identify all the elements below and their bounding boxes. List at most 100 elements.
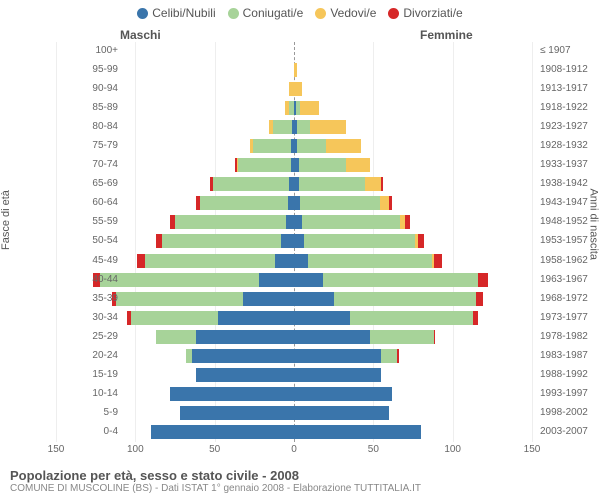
- age-label: 40-44: [78, 274, 118, 285]
- bar-male: [196, 330, 294, 344]
- birth-year-label: 1958-1962: [540, 255, 596, 266]
- x-tick: 0: [291, 444, 297, 455]
- legend-item: Vedovi/e: [315, 6, 376, 20]
- birth-year-label: 1923-1927: [540, 121, 596, 132]
- age-row: [56, 252, 532, 271]
- bar-male: [237, 158, 239, 172]
- age-row: [56, 404, 532, 423]
- birth-year-label: 1913-1917: [540, 83, 596, 94]
- legend-item: Celibi/Nubili: [137, 6, 215, 20]
- bar-male: [285, 101, 290, 115]
- age-label: 60-64: [78, 197, 118, 208]
- age-label: 65-69: [78, 178, 118, 189]
- chart-source: COMUNE DI MUSCOLINE (BS) - Dati ISTAT 1°…: [10, 483, 421, 494]
- bar-female: [381, 177, 383, 191]
- bar-male: [196, 196, 201, 210]
- bar-female: [308, 254, 432, 268]
- bar-female: [299, 177, 366, 191]
- bar-male: [269, 120, 274, 134]
- birth-year-label: 1983-1987: [540, 350, 596, 361]
- bar-female: [434, 330, 436, 344]
- bar-female: [294, 425, 421, 439]
- bar-male: [100, 273, 259, 287]
- age-label: 10-14: [78, 388, 118, 399]
- bar-female: [418, 234, 424, 248]
- bar-female: [294, 330, 370, 344]
- age-label: 5-9: [78, 407, 118, 418]
- age-row: [56, 328, 532, 347]
- age-row: [56, 99, 532, 118]
- age-row: [56, 290, 532, 309]
- bar-female: [294, 311, 350, 325]
- bar-female: [300, 196, 379, 210]
- bar-female: [304, 234, 415, 248]
- bar-male: [116, 292, 243, 306]
- age-label: 55-59: [78, 216, 118, 227]
- birth-year-label: 1968-1972: [540, 293, 596, 304]
- bar-female: [294, 406, 389, 420]
- age-label: 15-19: [78, 369, 118, 380]
- bar-female: [434, 254, 442, 268]
- bar-male: [156, 330, 196, 344]
- age-label: 70-74: [78, 159, 118, 170]
- bar-female: [365, 177, 381, 191]
- bar-female: [405, 215, 410, 229]
- bar-male: [253, 139, 291, 153]
- age-label: 100+: [78, 45, 118, 56]
- bar-male: [250, 139, 253, 153]
- age-row: [56, 366, 532, 385]
- age-label: 90-94: [78, 83, 118, 94]
- x-axis: 15010050050100150: [56, 444, 532, 464]
- age-row: [56, 175, 532, 194]
- age-label: 35-39: [78, 293, 118, 304]
- bar-male: [218, 311, 294, 325]
- bar-female: [294, 273, 323, 287]
- female-header: Femmine: [420, 28, 473, 42]
- bar-male: [200, 196, 287, 210]
- chart-footer: Popolazione per età, sesso e stato civil…: [10, 468, 421, 494]
- bar-female: [478, 273, 488, 287]
- bar-male: [243, 292, 294, 306]
- bar-female: [294, 368, 381, 382]
- x-tick: 150: [48, 444, 65, 455]
- bar-female: [294, 349, 381, 363]
- birth-year-label: 1978-1982: [540, 331, 596, 342]
- age-row: [56, 156, 532, 175]
- legend-label: Coniugati/e: [243, 6, 304, 20]
- birth-year-label: 1948-1952: [540, 216, 596, 227]
- birth-year-label: 1943-1947: [540, 197, 596, 208]
- bar-female: [346, 158, 370, 172]
- bar-female: [294, 292, 334, 306]
- age-row: [56, 347, 532, 366]
- bar-male: [238, 158, 290, 172]
- population-pyramid-chart: Celibi/Nubili Coniugati/e Vedovi/e Divorzia…: [0, 0, 600, 500]
- age-label: 20-24: [78, 350, 118, 361]
- legend-label: Celibi/Nubili: [152, 6, 215, 20]
- x-tick: 100: [444, 444, 461, 455]
- age-label: 95-99: [78, 64, 118, 75]
- bar-male: [180, 406, 294, 420]
- legend-label: Divorziati/e: [403, 6, 462, 20]
- bar-male: [213, 177, 289, 191]
- bar-male: [196, 368, 294, 382]
- birth-year-label: 2003-2007: [540, 426, 596, 437]
- gridline: [532, 42, 533, 442]
- birth-year-label: 1993-1997: [540, 388, 596, 399]
- age-row: [56, 137, 532, 156]
- bar-male: [186, 349, 192, 363]
- birth-year-label: 1933-1937: [540, 159, 596, 170]
- legend: Celibi/Nubili Coniugati/e Vedovi/e Divorzia…: [0, 6, 600, 20]
- x-tick: 50: [368, 444, 379, 455]
- age-row: [56, 423, 532, 442]
- bar-male: [175, 215, 286, 229]
- age-label: 85-89: [78, 102, 118, 113]
- bar-female: [323, 273, 478, 287]
- bar-male: [275, 254, 294, 268]
- bar-female: [326, 139, 361, 153]
- y-axis-left-label: Fasce di età: [0, 190, 12, 250]
- bar-male: [210, 177, 213, 191]
- bar-female: [294, 387, 392, 401]
- x-tick: 150: [524, 444, 541, 455]
- bar-female: [294, 254, 308, 268]
- age-row: [56, 213, 532, 232]
